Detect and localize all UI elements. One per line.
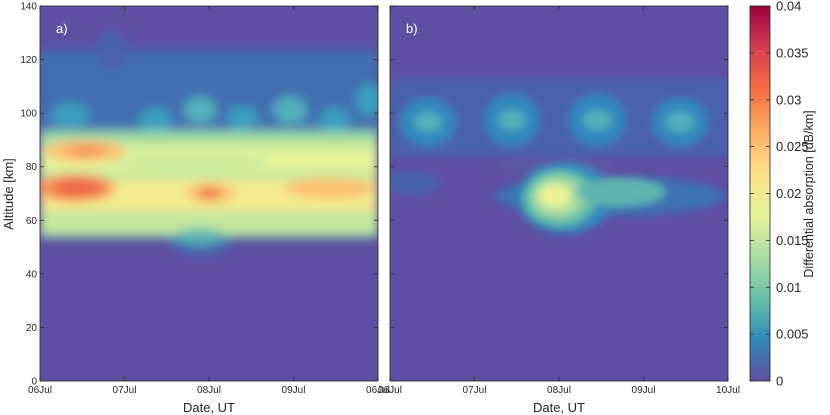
colorbar-tick-label: 0.02 (776, 186, 801, 201)
x-tick-label: 07Jul (113, 385, 137, 396)
y-tick-label: 20 (26, 323, 38, 334)
colorbar-ticks: 0 0.005 0.01 0.015 0.02 0.025 0.03 0.035 0.04 (750, 0, 809, 389)
x-tick-label: 07Jul (463, 385, 487, 396)
panel-b-field (390, 78, 728, 234)
panel-a: a) 06Jul 07Jul 08Jul 09Jul 06Jul020406080100… (1, 2, 390, 415)
y-tick-label: 0 (31, 377, 37, 388)
panel-b-label: b) (406, 21, 418, 36)
x-tick-label: 08Jul (197, 385, 221, 396)
colorbar-tick-label: 0.035 (776, 45, 809, 60)
colorbar-tick-label: 0.025 (776, 139, 809, 154)
panel-a-label: a) (56, 21, 68, 36)
panel-b-xlabel: Date, UT (533, 400, 585, 415)
colorbar-label: Differential absorption [dB/km] (802, 110, 816, 277)
panel-a-ylabel: Altitude [km] (1, 158, 16, 230)
colorbar-tick-label: 0.015 (776, 233, 809, 248)
panel-b-axes: 06Jul 07Jul 08Jul 09Jul 10Jul (378, 5, 740, 396)
colorbar-tick-label: 0 (776, 374, 783, 389)
y-tick-label: 80 (26, 162, 38, 173)
x-tick-label: 09Jul (632, 385, 656, 396)
colorbar: 0 0.005 0.01 0.015 0.02 0.025 0.03 0.035 0.04 Di… (749, 0, 816, 389)
panel-a-xlabel: Date, UT (183, 400, 235, 415)
panel-b: b) 06Jul 07Jul 08Jul 09Jul 10Jul Date, UT (378, 5, 740, 415)
colorbar-tick-label: 0.04 (776, 0, 801, 14)
colorbar-tick-label: 0.03 (776, 92, 801, 107)
y-tick-label: 60 (26, 216, 38, 227)
y-tick-label: 120 (20, 55, 37, 66)
x-tick-label: 08Jul (547, 385, 571, 396)
x-tick-label: 06Jul (366, 385, 390, 396)
panel-a-field (40, 30, 378, 254)
y-tick-label: 140 (20, 2, 37, 13)
x-tick-label: 06Jul (28, 385, 52, 396)
y-tick-label: 100 (20, 109, 37, 120)
colorbar-tick-label: 0.005 (776, 327, 809, 342)
x-tick-label: 06Jul (378, 385, 402, 396)
y-tick-label: 40 (26, 269, 38, 280)
panel-a-axes: 06Jul 07Jul 08Jul 09Jul 06Jul020406080100120… (20, 2, 390, 397)
x-tick-label: 09Jul (282, 385, 306, 396)
x-tick-label: 10Jul (716, 385, 740, 396)
colorbar-tick-label: 0.01 (776, 280, 801, 295)
